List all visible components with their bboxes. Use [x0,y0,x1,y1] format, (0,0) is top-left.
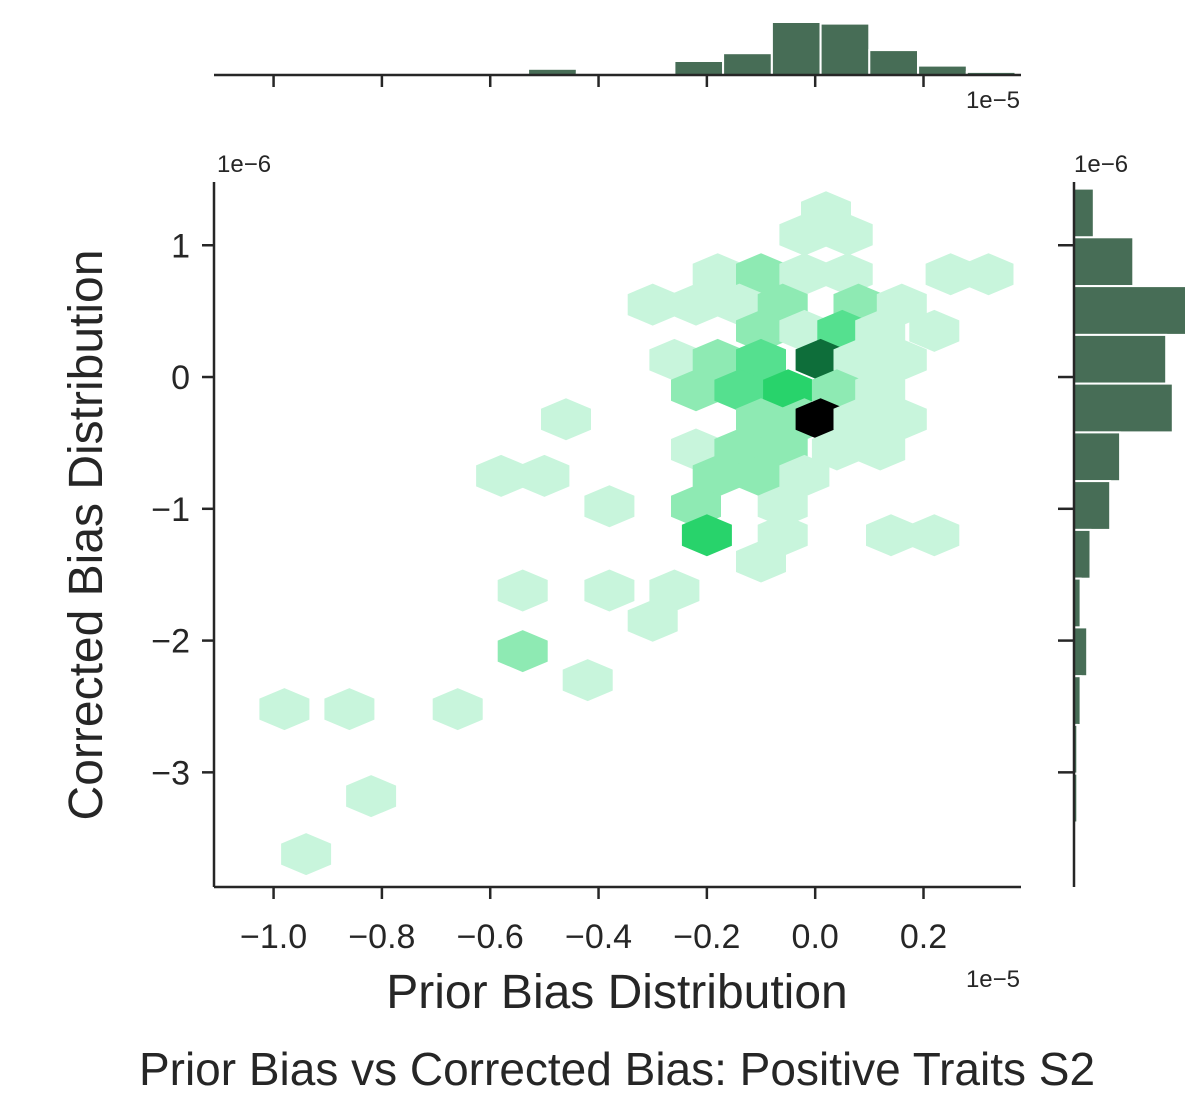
hexbin-cell [432,688,483,731]
hexbin-cell [795,338,846,381]
y-hist-bar [1073,528,1092,580]
hexbin-cell [779,213,830,256]
hexbin-cell [497,569,548,612]
hexbin-cell [649,338,700,381]
y-hist-bar [1073,480,1112,531]
y-axis-label: Corrected Bias Distribution [60,250,113,821]
hexbin-layer [259,191,1014,876]
hexbin-cell [779,454,830,497]
hexbin-cell [346,775,397,818]
x-tick-label: −0.6 [457,918,524,956]
hexbin-cell [779,253,830,296]
chart-title: Prior Bias vs Corrected Bias: Positive T… [139,1043,1095,1095]
x-tick-label: 0.2 [900,918,947,956]
y-hist-bar [1073,382,1174,434]
x-marginal-histogram [283,21,1017,77]
hexbin-cell [855,369,906,412]
hexbin-cell [692,338,743,381]
hexbin-cell [649,569,700,612]
hexbin-cell [714,369,765,412]
hexbin-cell [671,369,721,412]
hexbin-cell [876,338,927,381]
hexbin-cell [476,454,527,497]
y-hist-bar [1073,626,1089,678]
hexbin-cell [736,454,786,497]
x-hist-bar [917,64,968,76]
hexbin-cell [671,283,721,326]
y-tick-label: 1 [171,227,190,265]
hexbin-cell [584,485,635,528]
hexbin-cell [584,569,635,612]
hexbin-cell [627,599,678,642]
x-tick-label: −1.0 [240,918,307,956]
y-hist-bar [1073,236,1135,288]
hexbin-cell [692,454,743,497]
hexbin-cell [736,309,786,352]
hexbin-cell [281,833,332,876]
y-hist-bar [1073,285,1187,336]
hexbin-cell [855,428,906,471]
x-offset-label-top: 1e−5 [966,87,1020,114]
x-hist-bar [722,52,773,76]
x-offset-label: 1e−5 [966,966,1020,993]
hexbin-cell [925,253,976,296]
hexbin-cell [876,398,927,441]
y-tick-label: −2 [151,623,190,661]
hexbin-cell [822,213,873,256]
y-marginal-histogram [1073,187,1187,824]
hexbin-cell [855,309,906,352]
x-hist-bar [819,22,871,77]
x-tick-label: −0.8 [348,918,415,956]
y-hist-bar [1073,333,1168,385]
y-tick-label: −1 [151,491,190,529]
hexbin-cell [833,398,884,441]
hexbin-cell [736,253,786,296]
hexbin-cell [259,688,310,731]
x-hist-bar [770,21,822,76]
hexbin-cell [866,514,916,557]
hexbin-cell [909,309,960,352]
x-tick-label: −0.4 [565,918,632,956]
hexbin-cell [324,688,375,731]
y-offset-label: 1e−6 [217,151,271,178]
hexbin-cell [541,398,591,441]
hexbin-cell [497,630,548,673]
hexbin-cell [692,253,743,296]
hexbin-cell [562,659,613,702]
x-axis-label: Prior Bias Distribution [386,966,847,1019]
x-ticks: −1.0 −0.8 −0.6 −0.4 −0.2 0.0 0.2 [240,75,947,956]
y-hist-bar [1073,431,1122,483]
hexbin-cell [681,514,732,557]
y-hist-bar [1073,187,1095,239]
hexbin-cell [757,485,808,528]
hexbin-cell [736,338,786,381]
x-hist-bar [673,60,725,76]
hexbin-cell [519,454,570,497]
hexbin-cell [963,253,1014,296]
y-tick-label: −3 [151,754,190,792]
hexbin-cell [627,283,678,326]
y-offset-label-marginal: 1e−6 [1074,151,1128,178]
hexbin-cell [736,540,786,583]
y-tick-label: 0 [171,359,190,397]
y-ticks: 1 0 −1 −2 −3 [151,227,1074,792]
hexbin-cell [795,398,846,441]
x-hist-bar [868,49,919,76]
hexbin-cell [833,338,884,381]
hexbin-cell [811,428,862,471]
x-tick-label: 0.0 [792,918,839,956]
x-tick-label: −0.2 [673,918,740,956]
hexbin-cell [736,398,786,441]
hexbin-cell [909,514,960,557]
